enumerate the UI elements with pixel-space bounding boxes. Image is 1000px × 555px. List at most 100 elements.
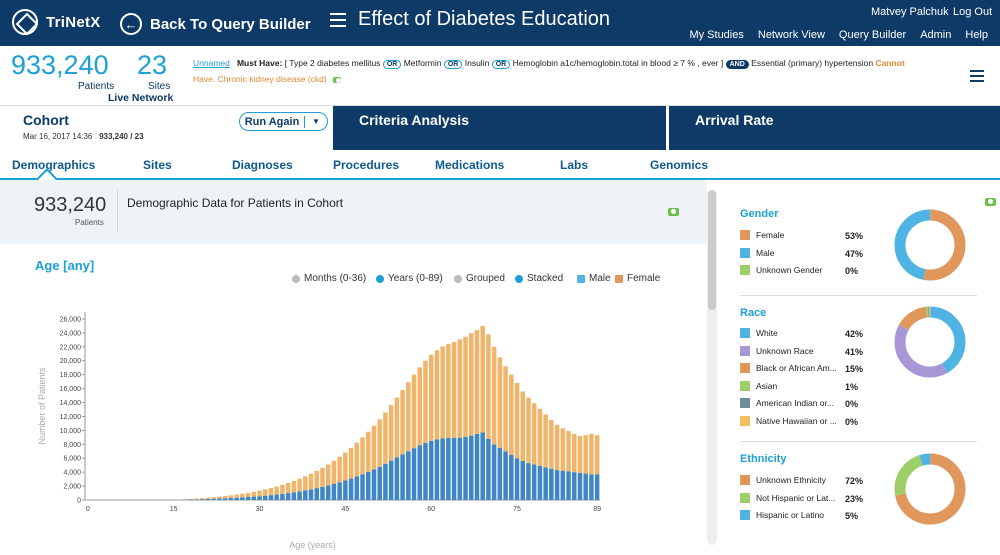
ethnicity-donut-slice[interactable] <box>894 453 966 525</box>
criterion-insulin[interactable]: Insulin <box>464 58 490 68</box>
bar-female[interactable] <box>217 496 222 499</box>
run-again-label[interactable]: Run Again <box>240 115 305 128</box>
tab-sites[interactable]: Sites <box>143 158 172 172</box>
bar-male[interactable] <box>377 466 382 500</box>
legend-grouped[interactable]: Grouped <box>454 273 505 284</box>
bar-male[interactable] <box>217 498 222 500</box>
bar-female[interactable] <box>526 397 531 464</box>
have-criterion-text[interactable]: Have: Chronic kidney disease (ckd) <box>193 74 327 84</box>
bar-female[interactable] <box>325 464 331 486</box>
bar-male[interactable] <box>451 438 457 500</box>
tab-demographics[interactable]: Demographics <box>12 158 96 172</box>
gender-legend-item[interactable]: Unknown Gender <box>740 265 822 275</box>
ethnicity-legend-item[interactable]: Not Hispanic or Lat... <box>740 492 835 503</box>
bar-male[interactable] <box>440 438 445 500</box>
bar-male[interactable] <box>423 442 428 500</box>
bar-female[interactable] <box>428 354 434 441</box>
bar-female[interactable] <box>394 397 400 458</box>
or-operator[interactable]: OR <box>491 60 511 69</box>
bar-male[interactable] <box>468 435 474 500</box>
checkbox-icon[interactable] <box>577 274 585 283</box>
bar-male[interactable] <box>274 494 279 500</box>
bar-female[interactable] <box>531 403 537 465</box>
gender-legend-item[interactable]: Female <box>740 230 784 240</box>
bar-male[interactable] <box>411 448 417 500</box>
bar-male[interactable] <box>554 470 560 500</box>
bar-female[interactable] <box>257 490 262 497</box>
bar-female[interactable] <box>200 498 205 500</box>
bar-female[interactable] <box>566 431 571 472</box>
bar-male[interactable] <box>320 486 325 500</box>
bar-male[interactable] <box>268 495 274 500</box>
tab-labs[interactable]: Labs <box>560 158 589 172</box>
bar-female[interactable] <box>457 339 463 438</box>
bar-female[interactable] <box>446 344 451 439</box>
ethnicity-donut-slice[interactable] <box>894 453 966 525</box>
logout-link[interactable]: Log Out <box>953 6 993 18</box>
bar-female[interactable] <box>337 456 342 483</box>
bar-female[interactable] <box>365 431 371 472</box>
bar-female[interactable] <box>354 442 360 477</box>
bar-male[interactable] <box>543 467 548 500</box>
bar-male[interactable] <box>240 497 245 500</box>
bar-female[interactable] <box>274 486 279 495</box>
bar-male[interactable] <box>211 498 217 500</box>
bar-female[interactable] <box>222 495 228 499</box>
bar-male[interactable] <box>509 454 514 500</box>
bar-female[interactable] <box>377 419 382 467</box>
bar-female[interactable] <box>406 382 411 452</box>
bar-female[interactable] <box>285 482 291 494</box>
bar-male[interactable] <box>388 460 394 500</box>
bar-female[interactable] <box>440 346 445 439</box>
bar-female[interactable] <box>383 412 388 464</box>
race-donut-slice[interactable] <box>894 306 966 378</box>
race-legend-item[interactable]: White <box>740 328 778 338</box>
legend-male[interactable]: Male <box>577 273 611 284</box>
bar-female[interactable] <box>360 437 365 475</box>
bar-female[interactable] <box>537 408 543 466</box>
run-again-button[interactable]: Run Again ▼ <box>239 112 328 131</box>
bar-male[interactable] <box>463 436 468 500</box>
race-donut-slice[interactable] <box>894 306 966 378</box>
scrollbar-thumb[interactable] <box>708 190 716 310</box>
race-legend-item[interactable]: Asian <box>740 380 777 391</box>
bar-male[interactable] <box>497 447 503 500</box>
bar-male[interactable] <box>262 495 268 500</box>
bar-male[interactable] <box>348 478 354 500</box>
bar-male[interactable] <box>583 473 588 500</box>
bar-female[interactable] <box>400 390 405 455</box>
bar-female[interactable] <box>554 424 560 471</box>
bar-male[interactable] <box>245 497 251 500</box>
nav-network-view[interactable]: Network View <box>757 29 825 41</box>
ethnicity-legend-item[interactable]: Unknown Ethnicity <box>740 475 826 485</box>
user-name[interactable]: Matvey Palchuk <box>871 6 949 18</box>
bar-male[interactable] <box>383 463 388 500</box>
bar-male[interactable] <box>400 454 405 500</box>
bar-female[interactable] <box>228 495 234 498</box>
scrollbar[interactable] <box>707 190 717 545</box>
bar-male[interactable] <box>514 458 520 500</box>
race-legend-item[interactable]: Black or African Am... <box>740 363 837 373</box>
bar-female[interactable] <box>211 497 217 499</box>
bar-female[interactable] <box>577 435 583 473</box>
tab-criteria-analysis[interactable]: Criteria Analysis <box>333 106 666 150</box>
bar-male[interactable] <box>446 438 451 500</box>
race-legend-item[interactable]: Native Hawaiian or ... <box>740 415 837 426</box>
bar-male[interactable] <box>566 471 571 500</box>
tab-procedures[interactable]: Procedures <box>333 158 400 172</box>
bar-female[interactable] <box>348 447 354 479</box>
bar-female[interactable] <box>589 433 594 475</box>
bar-female[interactable] <box>320 467 325 487</box>
bar-female[interactable] <box>343 452 348 481</box>
bar-female[interactable] <box>240 493 245 498</box>
bar-female[interactable] <box>291 480 297 493</box>
gender-legend-item[interactable]: Male <box>740 247 774 258</box>
bar-male[interactable] <box>303 490 308 500</box>
bar-female[interactable] <box>314 470 320 489</box>
bar-female[interactable] <box>411 374 417 449</box>
nav-help[interactable]: Help <box>965 29 988 41</box>
bar-male[interactable] <box>354 476 360 500</box>
bar-male[interactable] <box>291 492 297 500</box>
bar-male[interactable] <box>234 497 239 500</box>
gender-donut-slice[interactable] <box>894 209 966 281</box>
